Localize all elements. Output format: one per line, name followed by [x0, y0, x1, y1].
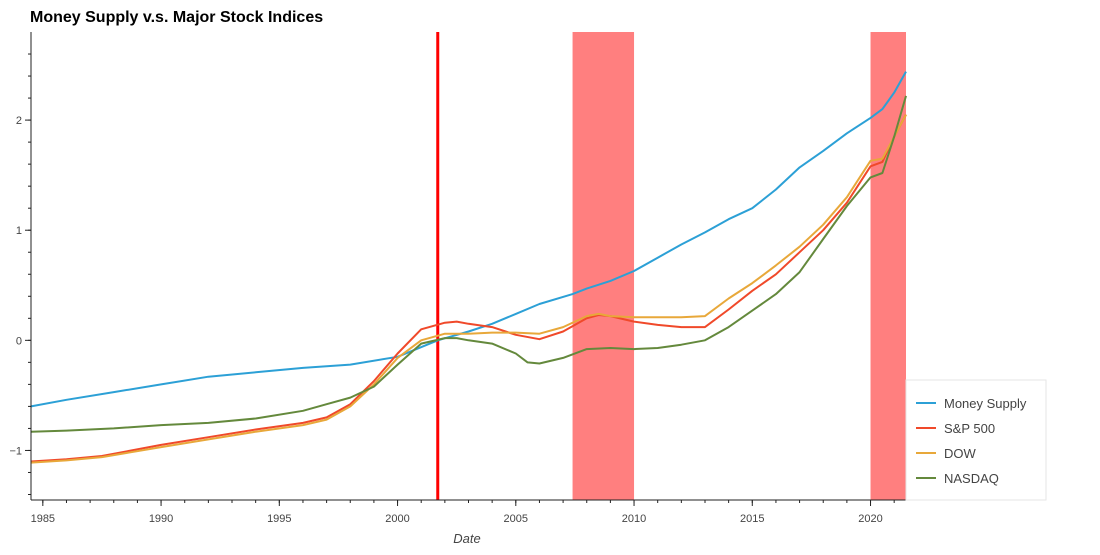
- y-tick-label: 1: [16, 225, 22, 237]
- chart-title: Money Supply v.s. Major Stock Indices: [30, 9, 323, 26]
- x-tick-label: 2015: [740, 513, 764, 525]
- legend-item-money-supply[interactable]: Money Supply: [916, 396, 1027, 411]
- x-tick-label: 2020: [858, 513, 882, 525]
- y-tick-label: 2: [16, 115, 22, 127]
- y-tick-label: −1: [9, 445, 22, 457]
- legend-item-s-p-500[interactable]: S&P 500: [916, 421, 995, 436]
- legend-item-nasdaq[interactable]: NASDAQ: [916, 471, 999, 486]
- legend-label: DOW: [944, 446, 977, 461]
- x-tick-label: 1995: [267, 513, 291, 525]
- legend-item-dow[interactable]: DOW: [916, 446, 977, 461]
- shaded-region-2: [870, 32, 906, 500]
- series-line-dow: [30, 114, 907, 464]
- axes-layer: −1 0 1 2 1985 1990 1995 2000 2005 2010 2015 2020: [9, 32, 906, 525]
- legend-box: [905, 379, 1047, 501]
- series-line-s-p-500: [30, 114, 907, 463]
- x-tick-label: 1990: [149, 513, 173, 525]
- x-axis-title: Date: [453, 531, 480, 546]
- shaded-regions: [572, 32, 906, 500]
- shaded-region-1: [572, 32, 635, 500]
- legend-label: NASDAQ: [944, 471, 999, 486]
- x-tick-label: 2005: [504, 513, 528, 525]
- legend[interactable]: Money Supply S&P 500 DOW NASDAQ: [905, 379, 1047, 501]
- series-line-money-supply: [30, 71, 907, 408]
- y-tick-label: 0: [16, 335, 22, 347]
- x-tick-label: 2000: [385, 513, 409, 525]
- series-line-nasdaq: [30, 95, 907, 433]
- series-layer: [30, 71, 907, 464]
- x-tick-label: 1985: [31, 513, 55, 525]
- legend-label: S&P 500: [944, 421, 995, 436]
- x-tick-label: 2010: [622, 513, 646, 525]
- legend-label: Money Supply: [944, 396, 1027, 411]
